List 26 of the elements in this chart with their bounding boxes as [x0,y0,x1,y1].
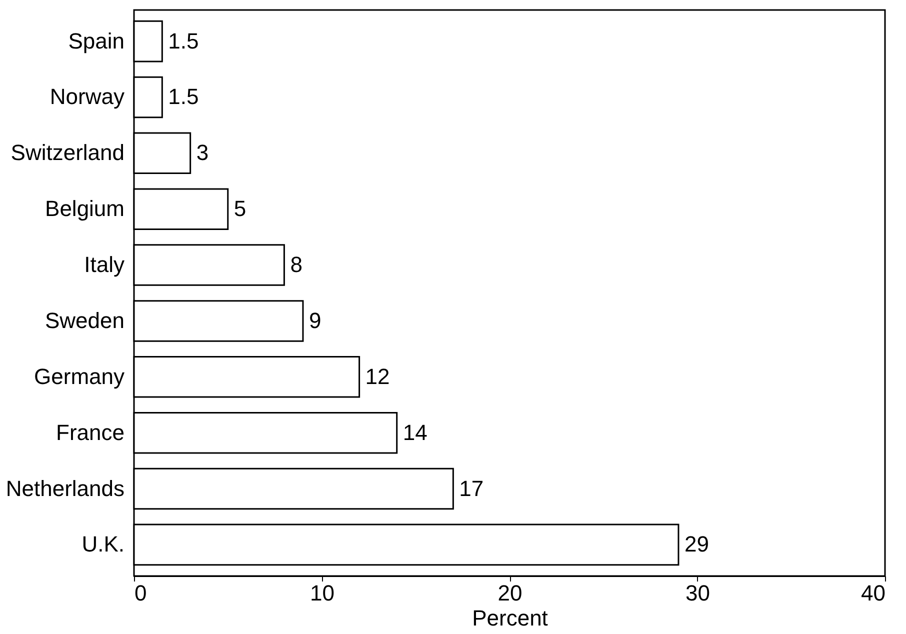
y-tick-label: Norway [50,84,124,110]
y-tick-label: Sweden [44,308,124,333]
data-label: 29 [684,532,709,557]
y-tick-label: Spain [68,28,124,54]
y-tick-label: Switzerland [10,140,124,166]
y-tick-label: Italy [84,252,124,278]
data-label: 8 [290,252,302,278]
y-tick-label: France [56,420,124,445]
y-tick-label: Netherlands [6,476,124,501]
data-label: 12 [365,364,390,389]
data-label: 1.5 [168,84,199,110]
data-label: 1.5 [168,28,199,54]
data-label: 5 [234,196,246,222]
data-label: 9 [308,308,322,333]
y-tick-label: Germany [34,364,124,389]
y-tick-label: U.K. [82,532,124,557]
x-tick-label: 30 [686,580,710,606]
x-tick-label: 10 [310,580,334,606]
y-tick-label: Belgium [45,196,124,222]
data-label: 14 [402,420,428,445]
data-label: 3 [196,140,209,166]
x-tick-label: 40 [861,580,886,606]
x-axis-title: Percent [472,606,548,630]
data-label: 17 [459,476,484,501]
x-tick-label: 20 [498,580,522,606]
x-tick-label: 0 [134,580,147,606]
